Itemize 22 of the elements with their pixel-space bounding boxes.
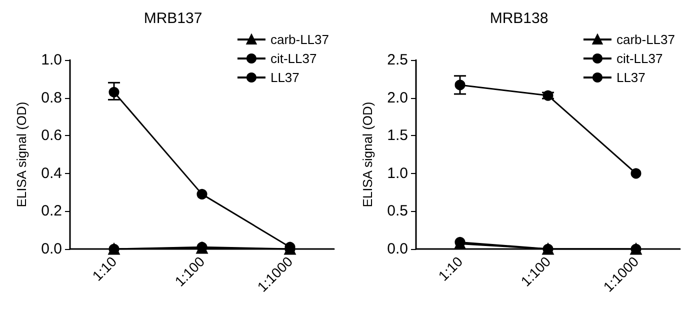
y-axis-title: ELISA signal (OD) — [360, 102, 375, 208]
y-tick-label: 0.0 — [41, 240, 62, 258]
y-tick-label: 2.5 — [387, 52, 408, 68]
y-tick-label: 0.8 — [41, 89, 62, 106]
legend-label: LL37 — [270, 70, 300, 85]
y-tick-label: 0.5 — [387, 202, 408, 220]
y-axis-title: ELISA signal (OD) — [14, 102, 29, 208]
y-tick-label: 0.4 — [41, 164, 62, 182]
legend-label: carb-LL37 — [270, 32, 330, 47]
legend-label: LL37 — [616, 70, 646, 85]
legend-label: cit-LL37 — [270, 51, 317, 66]
y-tick-label: 0.2 — [41, 202, 62, 220]
chart-title: MRB137 — [144, 10, 202, 27]
y-tick-label: 1.0 — [41, 52, 62, 68]
chart-title: MRB138 — [490, 10, 548, 27]
legend-label: carb-LL37 — [616, 32, 676, 47]
y-tick-label: 1.0 — [387, 164, 408, 182]
y-tick-label: 0.0 — [387, 240, 408, 258]
y-tick-label: 2.0 — [387, 89, 408, 106]
legend-label: cit-LL37 — [616, 51, 663, 66]
y-tick-label: 0.6 — [41, 127, 62, 144]
y-tick-label: 1.5 — [387, 127, 408, 144]
